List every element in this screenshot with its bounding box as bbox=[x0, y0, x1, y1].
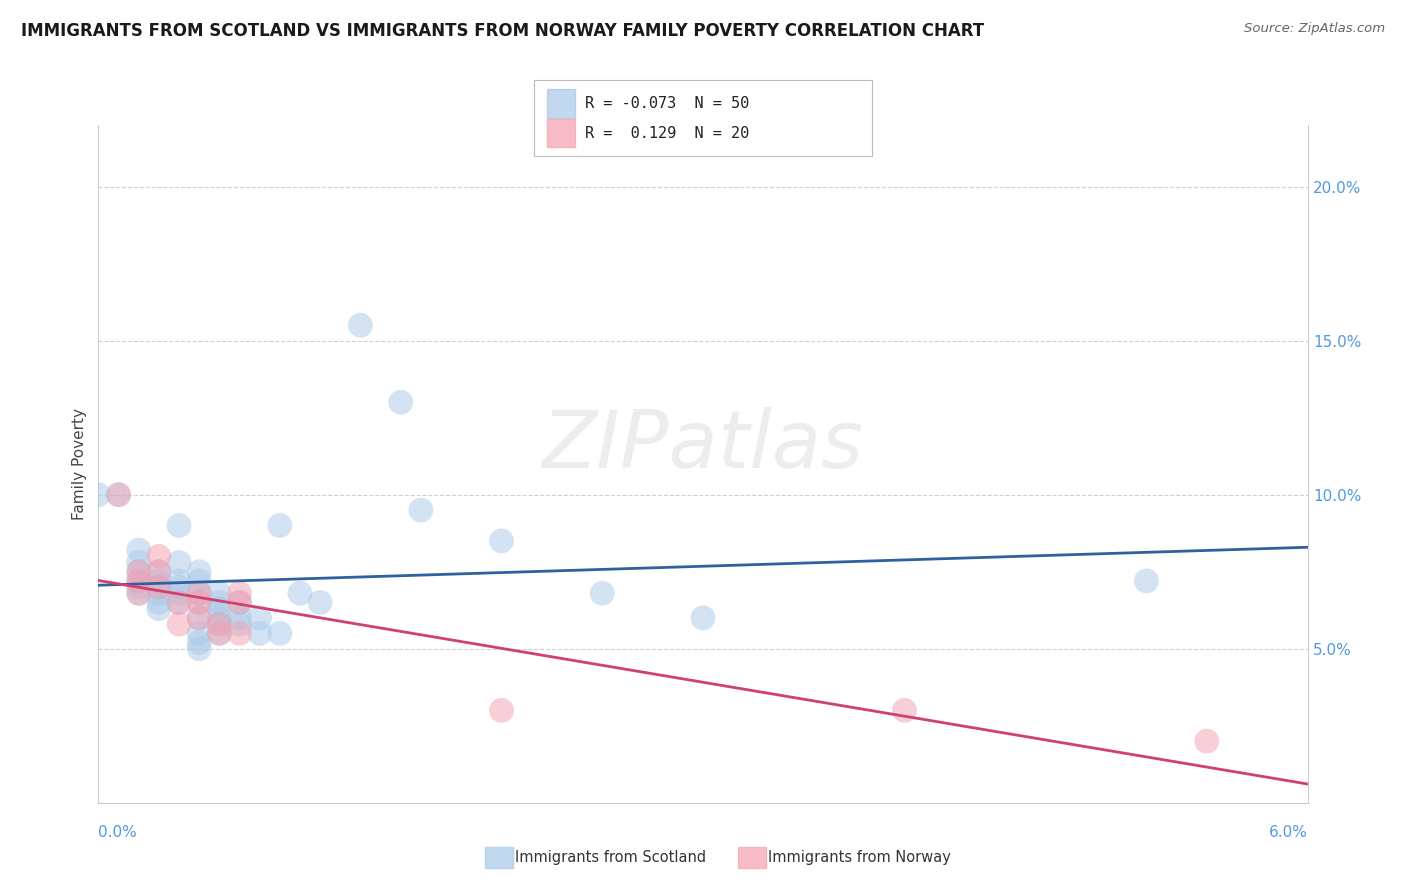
Point bbox=[249, 611, 271, 625]
Point bbox=[167, 580, 190, 594]
Point bbox=[128, 574, 150, 588]
Point bbox=[409, 503, 432, 517]
Point bbox=[491, 533, 513, 548]
Point bbox=[167, 556, 190, 570]
Point bbox=[148, 586, 170, 600]
Point bbox=[228, 617, 250, 632]
Point bbox=[692, 611, 714, 625]
Point bbox=[167, 586, 190, 600]
Point bbox=[188, 574, 211, 588]
Point bbox=[107, 488, 129, 502]
Point bbox=[288, 586, 311, 600]
Point bbox=[167, 595, 190, 609]
Point bbox=[188, 635, 211, 649]
Point bbox=[128, 565, 150, 579]
Point bbox=[228, 595, 250, 609]
Text: ZIPatlas: ZIPatlas bbox=[541, 407, 865, 485]
Point bbox=[389, 395, 412, 409]
Point bbox=[128, 574, 150, 588]
Point bbox=[491, 703, 513, 717]
Point bbox=[148, 574, 170, 588]
Point bbox=[87, 488, 110, 502]
Point bbox=[188, 641, 211, 656]
Point bbox=[188, 595, 211, 609]
Point bbox=[208, 611, 231, 625]
Text: Immigrants from Norway: Immigrants from Norway bbox=[768, 850, 950, 864]
Point bbox=[208, 595, 231, 609]
Point bbox=[228, 595, 250, 609]
Point bbox=[208, 617, 231, 632]
Point bbox=[228, 611, 250, 625]
Point bbox=[591, 586, 613, 600]
Point bbox=[148, 565, 170, 579]
Y-axis label: Family Poverty: Family Poverty bbox=[72, 408, 87, 520]
Point bbox=[188, 611, 211, 625]
Point bbox=[128, 565, 150, 579]
Point bbox=[249, 626, 271, 640]
Point bbox=[107, 488, 129, 502]
Point bbox=[208, 617, 231, 632]
Text: R =  0.129  N = 20: R = 0.129 N = 20 bbox=[585, 126, 749, 141]
Text: 6.0%: 6.0% bbox=[1268, 825, 1308, 840]
Point bbox=[228, 586, 250, 600]
Point bbox=[128, 586, 150, 600]
Point bbox=[208, 626, 231, 640]
Point bbox=[269, 518, 291, 533]
Point bbox=[148, 595, 170, 609]
Point bbox=[309, 595, 332, 609]
Text: R = -0.073  N = 50: R = -0.073 N = 50 bbox=[585, 96, 749, 111]
Point bbox=[167, 617, 190, 632]
Text: 0.0%: 0.0% bbox=[98, 825, 138, 840]
Point bbox=[128, 580, 150, 594]
Point bbox=[188, 565, 211, 579]
Point bbox=[188, 626, 211, 640]
Text: Source: ZipAtlas.com: Source: ZipAtlas.com bbox=[1244, 22, 1385, 36]
Point bbox=[1135, 574, 1157, 588]
Point bbox=[208, 601, 231, 615]
Point bbox=[128, 543, 150, 558]
Point bbox=[349, 318, 371, 333]
Text: IMMIGRANTS FROM SCOTLAND VS IMMIGRANTS FROM NORWAY FAMILY POVERTY CORRELATION CH: IMMIGRANTS FROM SCOTLAND VS IMMIGRANTS F… bbox=[21, 22, 984, 40]
Point bbox=[188, 595, 211, 609]
Point bbox=[148, 580, 170, 594]
Point bbox=[148, 601, 170, 615]
Point bbox=[148, 565, 170, 579]
Point bbox=[208, 626, 231, 640]
Point bbox=[188, 586, 211, 600]
Text: Immigrants from Scotland: Immigrants from Scotland bbox=[515, 850, 706, 864]
Point bbox=[188, 586, 211, 600]
Point bbox=[167, 574, 190, 588]
Point bbox=[1195, 734, 1218, 748]
Point bbox=[148, 580, 170, 594]
Point bbox=[128, 586, 150, 600]
Point bbox=[188, 611, 211, 625]
Point bbox=[893, 703, 915, 717]
Point bbox=[167, 518, 190, 533]
Point bbox=[208, 586, 231, 600]
Point bbox=[167, 595, 190, 609]
Point bbox=[148, 549, 170, 564]
Point bbox=[228, 626, 250, 640]
Point bbox=[128, 556, 150, 570]
Point bbox=[269, 626, 291, 640]
